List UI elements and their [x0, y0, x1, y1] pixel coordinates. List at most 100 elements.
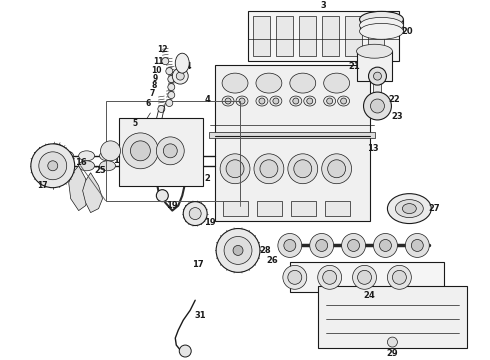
Text: 15: 15 [113, 156, 124, 165]
Text: 17: 17 [38, 181, 48, 190]
Circle shape [327, 98, 333, 104]
Bar [276, 16, 293, 56]
Circle shape [405, 234, 429, 257]
Ellipse shape [99, 161, 116, 171]
Text: 17: 17 [193, 260, 204, 269]
Text: 10: 10 [151, 66, 162, 75]
Circle shape [388, 337, 397, 347]
Ellipse shape [79, 161, 95, 171]
Bar [215, 65, 369, 133]
Text: 23: 23 [392, 112, 403, 121]
Circle shape [284, 239, 296, 251]
Circle shape [368, 67, 387, 85]
Text: 2: 2 [204, 174, 210, 183]
Circle shape [168, 76, 175, 82]
Text: 27: 27 [428, 204, 440, 213]
Circle shape [156, 137, 184, 165]
Ellipse shape [324, 73, 349, 93]
Circle shape [220, 154, 250, 184]
Circle shape [411, 239, 423, 251]
Circle shape [322, 154, 352, 184]
Bar [291, 201, 316, 216]
Circle shape [168, 84, 175, 91]
Circle shape [44, 154, 68, 178]
Circle shape [278, 234, 302, 257]
Circle shape [166, 68, 173, 75]
Circle shape [233, 246, 243, 255]
Circle shape [39, 152, 67, 180]
Bar [257, 201, 282, 216]
Ellipse shape [222, 96, 234, 106]
Circle shape [328, 160, 345, 178]
Circle shape [283, 265, 307, 289]
Text: 19: 19 [204, 218, 216, 227]
Ellipse shape [142, 151, 157, 161]
Circle shape [373, 234, 397, 257]
Bar [299, 16, 316, 56]
Bar [119, 118, 203, 186]
Text: 5: 5 [133, 120, 138, 129]
Text: 3: 3 [321, 1, 326, 10]
Circle shape [358, 270, 371, 284]
Ellipse shape [256, 96, 268, 106]
Bar [322, 16, 339, 56]
Circle shape [130, 141, 150, 161]
Ellipse shape [256, 73, 282, 93]
Circle shape [294, 160, 312, 178]
Bar [105, 101, 240, 201]
Ellipse shape [236, 96, 248, 106]
Circle shape [370, 99, 385, 113]
Text: 8: 8 [152, 81, 157, 90]
Bar [215, 136, 369, 221]
Ellipse shape [290, 96, 302, 106]
Text: 18: 18 [176, 118, 188, 127]
Text: 7: 7 [149, 89, 155, 98]
Circle shape [168, 91, 175, 99]
Ellipse shape [402, 204, 416, 213]
Circle shape [100, 141, 121, 161]
Text: 14: 14 [181, 62, 192, 71]
Circle shape [342, 234, 366, 257]
Circle shape [156, 125, 164, 133]
Circle shape [307, 98, 313, 104]
Circle shape [288, 270, 302, 284]
Ellipse shape [324, 96, 336, 106]
Circle shape [388, 265, 411, 289]
Circle shape [273, 98, 279, 104]
Text: 19: 19 [167, 201, 178, 210]
Text: 29: 29 [387, 348, 398, 357]
Circle shape [148, 135, 156, 143]
Text: 21: 21 [349, 62, 361, 71]
Ellipse shape [162, 161, 178, 171]
Ellipse shape [183, 161, 199, 171]
Circle shape [156, 190, 168, 202]
Text: 26: 26 [266, 256, 278, 265]
Circle shape [172, 68, 188, 84]
Ellipse shape [162, 151, 178, 161]
Circle shape [226, 160, 244, 178]
Ellipse shape [360, 17, 403, 33]
Ellipse shape [290, 73, 316, 93]
Ellipse shape [304, 96, 316, 106]
Bar [368, 16, 385, 56]
Bar [318, 286, 467, 348]
Ellipse shape [175, 53, 189, 73]
Circle shape [310, 234, 334, 257]
Circle shape [379, 239, 392, 251]
Circle shape [347, 239, 360, 251]
Ellipse shape [270, 96, 282, 106]
Circle shape [176, 72, 184, 80]
Circle shape [373, 72, 381, 80]
Bar [248, 12, 399, 61]
Circle shape [364, 92, 392, 120]
Circle shape [259, 98, 265, 104]
Ellipse shape [338, 96, 349, 106]
Circle shape [288, 154, 318, 184]
Circle shape [189, 208, 201, 220]
Text: 4: 4 [204, 95, 210, 104]
Text: 9: 9 [153, 73, 158, 82]
Text: 24: 24 [364, 291, 375, 300]
Ellipse shape [99, 151, 116, 161]
Circle shape [158, 105, 165, 112]
Text: 30: 30 [190, 204, 201, 213]
